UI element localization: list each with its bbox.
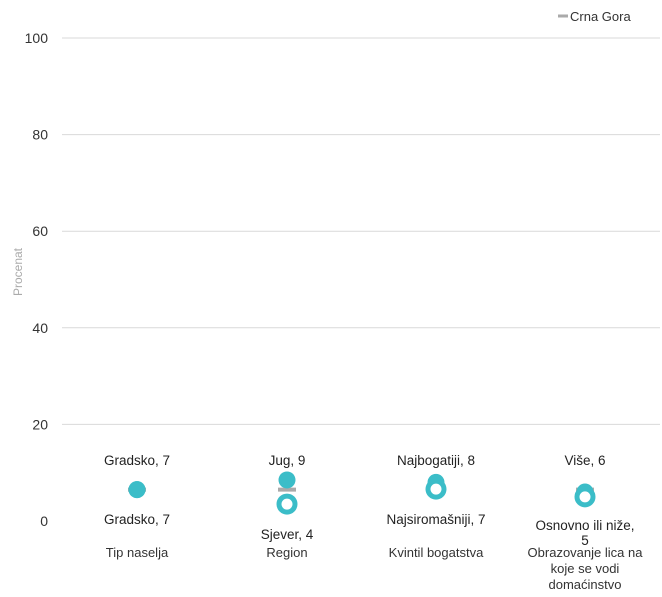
- legend-label: Crna Gora: [570, 9, 631, 24]
- legend: Crna Gora: [558, 9, 631, 24]
- data-label: Više, 6: [564, 453, 605, 468]
- data-label: Jug, 9: [269, 453, 306, 468]
- category-label: Region: [266, 545, 307, 560]
- data-label: Najsiromašniji, 7: [386, 512, 485, 527]
- y-axis-label: Procenat: [11, 247, 25, 296]
- data-label: Osnovno ili niže,: [535, 518, 634, 533]
- category-label: Tip naselja: [106, 545, 169, 560]
- y-axis-ticks: 0 20 40 60 80 100: [25, 30, 49, 529]
- data-point: [128, 481, 146, 499]
- data-marks: Gradsko, 7 Gradsko, 7 Jug, 9 Sjever, 4 Najbo…: [104, 453, 635, 548]
- y-tick-label: 80: [32, 127, 48, 143]
- data-label: Gradsko, 7: [104, 512, 170, 527]
- y-tick-label: 0: [40, 513, 48, 529]
- category-label: Kvintil bogatstva: [389, 545, 484, 560]
- y-tick-label: 100: [25, 30, 49, 46]
- category-labels: Tip naselja Region Kvintil bogatstva Obrazo…: [106, 545, 643, 592]
- data-label: Gradsko, 7: [104, 453, 170, 468]
- category-label: domaćinstvo: [549, 577, 622, 592]
- y-tick-label: 60: [32, 223, 48, 239]
- data-point: [425, 478, 447, 500]
- gridlines: [62, 37, 660, 425]
- data-label: Sjever, 4: [261, 527, 314, 542]
- y-tick-label: 20: [32, 416, 48, 432]
- category-label: koje se vodi: [551, 561, 620, 576]
- data-point: [276, 493, 298, 515]
- data-label: 5: [581, 533, 589, 548]
- y-tick-label: 40: [32, 320, 48, 336]
- data-point: [574, 486, 596, 508]
- category-label: Obrazovanje lica na: [528, 545, 644, 560]
- data-label: Najbogatiji, 8: [397, 453, 475, 468]
- data-point: [278, 471, 296, 489]
